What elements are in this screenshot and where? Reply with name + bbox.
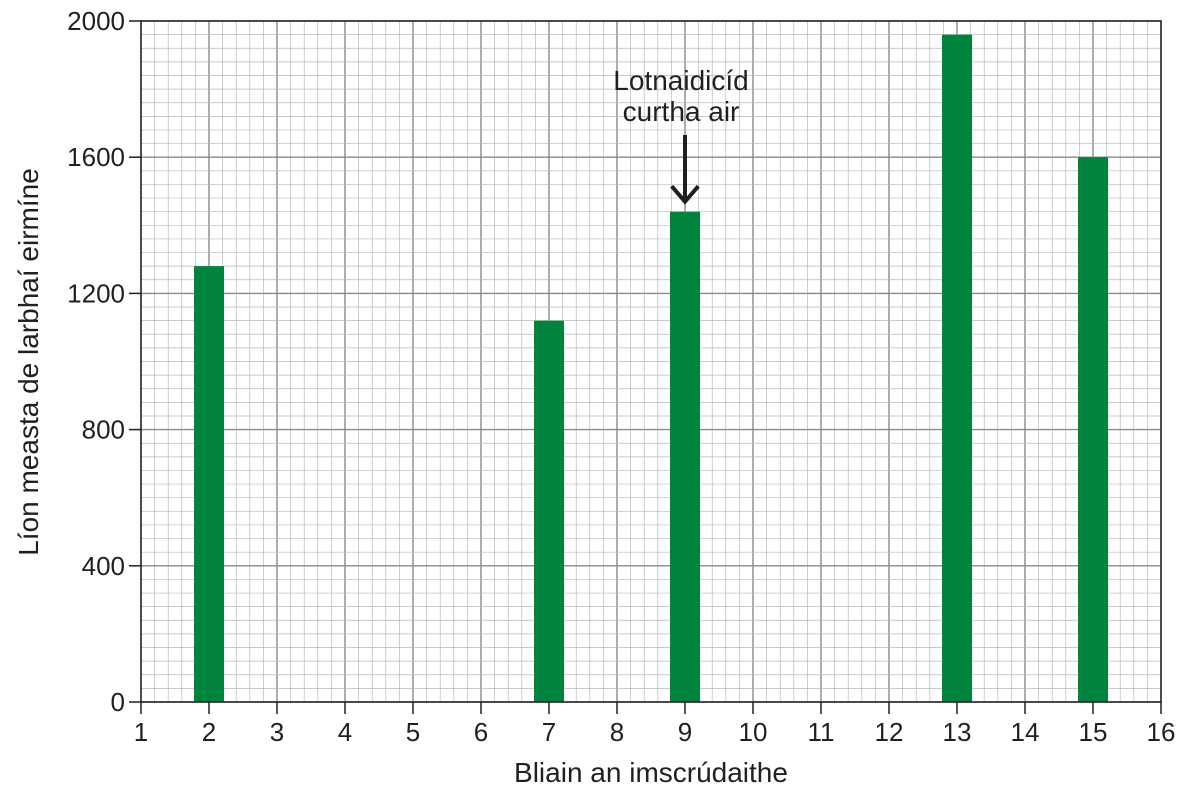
y-tick-label: 0 [111,687,125,717]
y-tick-label: 1600 [67,142,125,172]
plot-frame [140,20,1162,703]
y-tick-label: 2000 [67,6,125,36]
bars [194,34,1108,703]
x-tick-label: 8 [610,717,624,747]
annotation-label: curtha air [623,96,740,127]
annotation-arrow-head [670,184,700,205]
y-tick-labels: 0 400 800 1200 1600 2000 [67,6,125,717]
bar-year-9 [670,211,700,702]
x-tick-label: 15 [1079,717,1108,747]
x-tick-label: 16 [1147,717,1176,747]
x-tick-label: 5 [406,717,420,747]
y-tick-label: 1200 [67,278,125,308]
x-tick-label: 13 [943,717,972,747]
x-tick-label: 1 [134,717,148,747]
bar-year-13 [942,34,972,703]
x-tick-label: 3 [270,717,284,747]
axes [129,20,1162,714]
bar-year-15 [1078,157,1108,702]
y-tick-label: 800 [82,415,125,445]
y-axis-label: Líon measta de larbhaí eirmíne [13,168,44,556]
x-tick-label: 11 [808,717,835,747]
x-tick-label: 2 [202,717,216,747]
x-tick-label: 6 [474,717,488,747]
x-tick-labels: 1 2 3 4 5 6 7 8 9 10 11 12 13 14 15 16 [134,717,1176,747]
bar-year-7 [534,320,564,702]
x-tick-label: 14 [1011,717,1040,747]
x-tick-label: 4 [338,717,352,747]
x-tick-label: 12 [875,717,904,747]
annotation-label: Lotnaidicíd [613,65,748,96]
y-tick-label: 400 [82,551,125,581]
x-tick-label: 7 [542,717,556,747]
x-tick-label: 10 [739,717,768,747]
x-tick-label: 9 [678,717,692,747]
x-axis-label: Bliain an imscrúdaithe [514,757,788,788]
bar-year-2 [194,266,224,702]
